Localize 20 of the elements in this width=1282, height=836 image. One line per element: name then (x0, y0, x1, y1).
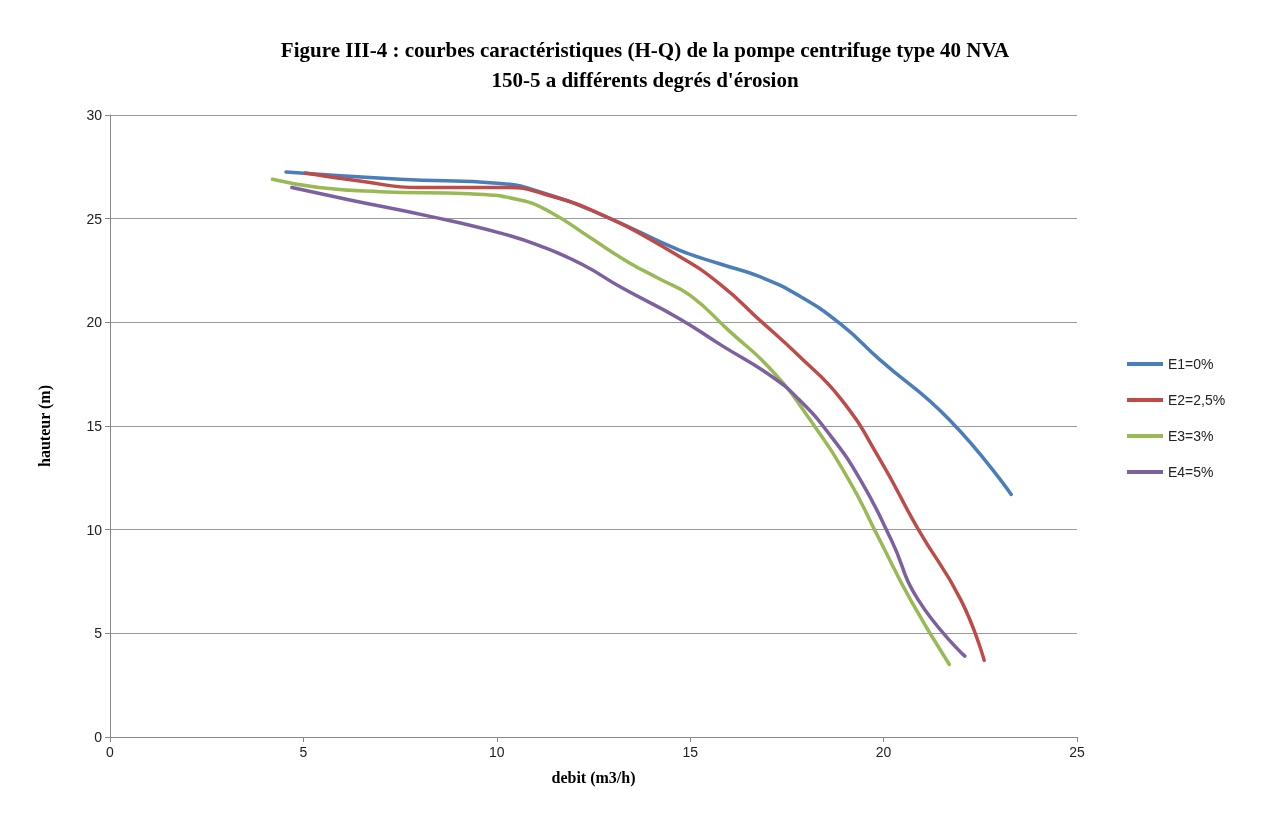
chart-title: Figure III-4 : courbes caractéristiques (H-Q) de la pompe centrifuge type 40 NVA 150-5 a différents degrés d'érosion (280, 38, 1010, 92)
x-tick-label: 20 (875, 744, 892, 760)
x-tick-label: 10 (489, 744, 505, 760)
x-tick-label: 15 (682, 744, 699, 760)
y-tick-label: 5 (94, 625, 103, 642)
x-axis-title: debit (m3/h) (551, 768, 636, 787)
legend-label: E1=0% (1168, 356, 1214, 372)
x-tick-label: 0 (106, 744, 115, 760)
x-tick-label: 25 (1069, 744, 1085, 760)
y-tick-label: 10 (86, 521, 103, 538)
legend-label: E4=5% (1168, 464, 1214, 480)
y-tick-label: 30 (86, 107, 103, 123)
legend-label: E3=3% (1168, 428, 1214, 444)
y-tick-label: 0 (94, 729, 103, 745)
legend-label: E2=2,5% (1168, 392, 1226, 408)
y-tick-label: 20 (86, 314, 103, 331)
y-tick-label: 15 (86, 418, 103, 434)
y-tick-label: 25 (86, 210, 103, 227)
y-axis-title: hauteur (m) (35, 385, 54, 467)
x-tick-label: 5 (299, 744, 308, 760)
